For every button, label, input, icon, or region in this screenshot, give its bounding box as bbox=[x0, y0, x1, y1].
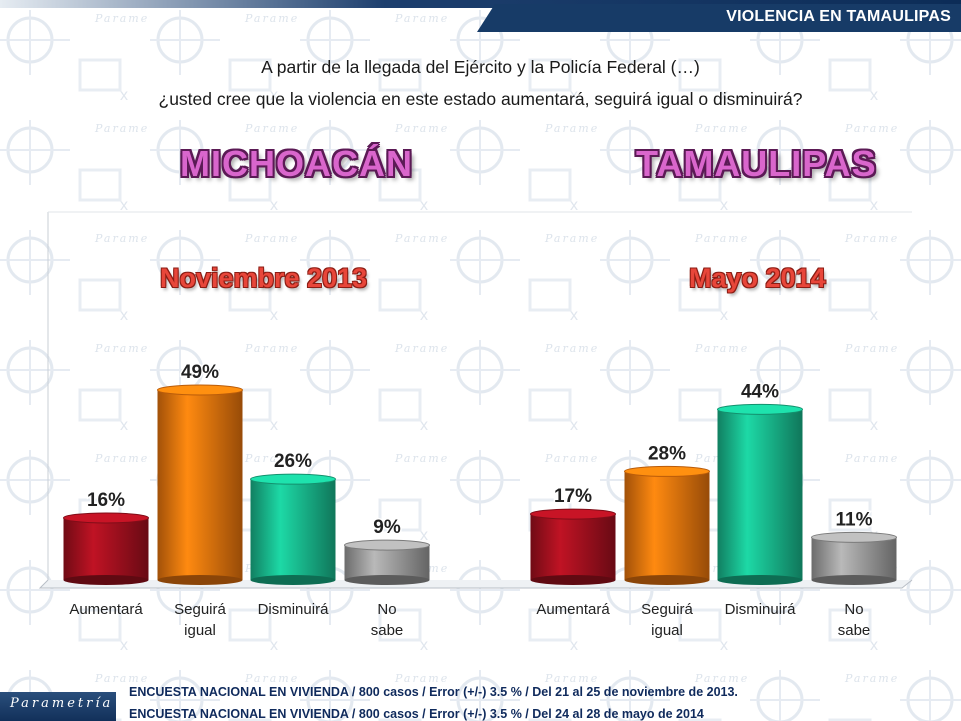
parametria-logo: Parametría bbox=[10, 696, 114, 711]
bar-chart: 16% Aumentará 49% Seguirá igual 26% Disminuirá… bbox=[38, 211, 913, 639]
bar-base-1-0 bbox=[530, 575, 616, 585]
question-line-2: ¿usted cree que la violencia en este est… bbox=[158, 89, 803, 109]
data-label-0-0: 16% bbox=[87, 490, 125, 511]
data-label-1-1: 28% bbox=[648, 443, 686, 464]
bar-cap-1-1 bbox=[624, 465, 710, 477]
bar-0-2 bbox=[250, 479, 336, 580]
period-label-left: Noviembre 2013 bbox=[160, 263, 368, 293]
bar-base-0-1 bbox=[157, 575, 243, 585]
bar-cap-0-3 bbox=[344, 539, 430, 551]
bar-base-1-3 bbox=[811, 575, 897, 585]
state-title-tamaulipas: TAMAULIPAS bbox=[636, 143, 877, 184]
category-label-1-2: Disminuirá bbox=[725, 601, 797, 618]
bar-0-3 bbox=[344, 545, 430, 580]
data-label-0-2: 26% bbox=[274, 451, 312, 472]
bar-base-1-1 bbox=[624, 575, 710, 585]
bar-base-0-2 bbox=[250, 575, 336, 585]
bar-1-3 bbox=[811, 537, 897, 580]
bar-base-0-0 bbox=[63, 575, 149, 585]
state-title-michoacan: MICHOACÁN bbox=[180, 143, 413, 184]
bar-0-1 bbox=[157, 390, 243, 580]
bar-cap-1-0 bbox=[530, 508, 616, 520]
bar-0-0 bbox=[63, 517, 149, 580]
category-label-0-1: Seguirá igual bbox=[174, 601, 226, 639]
bar-1-0 bbox=[530, 514, 616, 580]
bar-1-1 bbox=[624, 471, 710, 580]
category-label-1-3: No sabe bbox=[838, 601, 871, 639]
top-bar bbox=[0, 0, 961, 8]
category-label-0-0: Aumentará bbox=[69, 601, 143, 618]
period-label-right: Mayo 2014 bbox=[689, 263, 826, 293]
data-label-1-0: 17% bbox=[554, 486, 592, 507]
data-label-0-3: 9% bbox=[373, 517, 401, 538]
data-label-0-1: 49% bbox=[181, 362, 219, 383]
bar-cap-1-2 bbox=[717, 403, 803, 415]
category-label-1-1: Seguirá igual bbox=[641, 601, 693, 639]
category-label-0-3: No sabe bbox=[371, 601, 404, 639]
bar-cap-1-3 bbox=[811, 531, 897, 543]
bar-1-2 bbox=[717, 409, 803, 580]
section-title: VIOLENCIA EN TAMAULIPAS bbox=[726, 8, 951, 25]
bar-base-0-3 bbox=[344, 575, 430, 585]
data-label-1-3: 11% bbox=[836, 509, 873, 530]
data-label-1-2: 44% bbox=[741, 381, 779, 402]
section-tab bbox=[477, 4, 961, 32]
bar-cap-0-2 bbox=[250, 473, 336, 485]
question-line-1: A partir de la llegada del Ejército y la… bbox=[261, 57, 700, 77]
category-label-0-2: Disminuirá bbox=[258, 601, 330, 618]
footer-note-2: ENCUESTA NACIONAL EN VIVIENDA / 800 caso… bbox=[129, 707, 704, 721]
bar-cap-0-1 bbox=[157, 384, 243, 396]
bar-cap-0-0 bbox=[63, 512, 149, 524]
footer-note-1: ENCUESTA NACIONAL EN VIVIENDA / 800 caso… bbox=[129, 685, 738, 699]
category-label-1-0: Aumentará bbox=[536, 601, 610, 618]
logo-background bbox=[0, 692, 116, 721]
bar-base-1-2 bbox=[717, 575, 803, 585]
